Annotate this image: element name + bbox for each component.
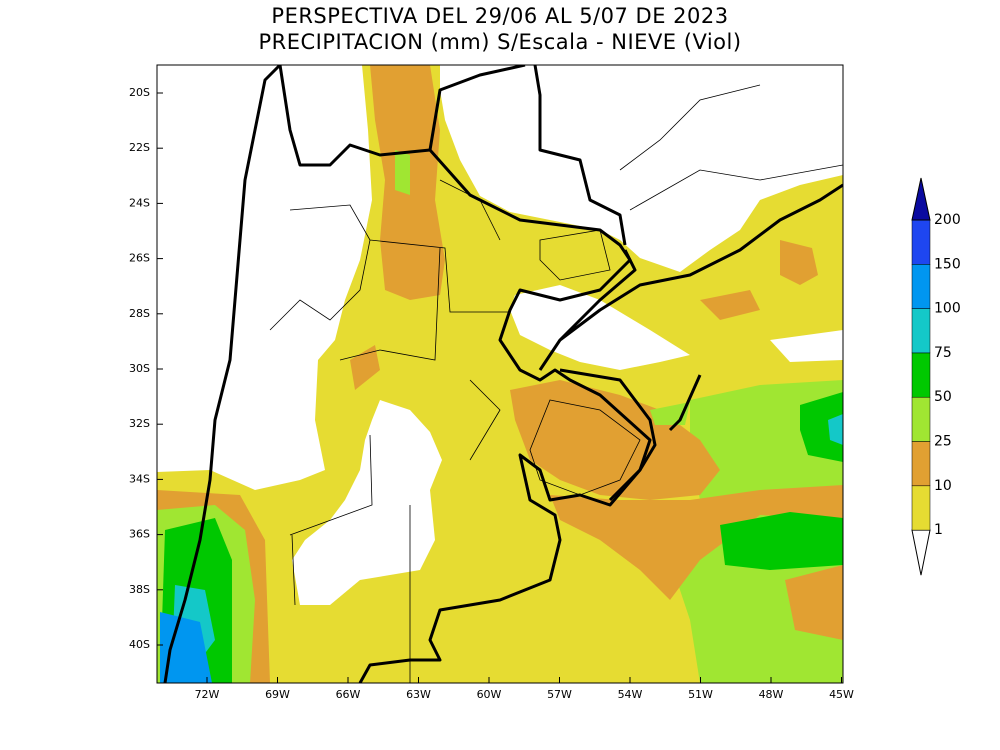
legend-high-triangle: [911, 177, 931, 221]
title-line: PERSPECTIVA DEL 29/06 AL 5/07 DE 2023: [271, 4, 728, 28]
legend-swatch: [911, 396, 931, 442]
legend-swatch: [911, 352, 931, 398]
latitude-label: 38S: [129, 583, 150, 596]
longitude-label: 51W: [688, 688, 713, 701]
legend-swatch: [911, 485, 931, 531]
latitude-label: 20S: [129, 86, 150, 99]
latitude-label: 30S: [129, 362, 150, 375]
legend-swatch: [911, 308, 931, 354]
legend-swatch: [911, 219, 931, 265]
latitude-label: 40S: [129, 638, 150, 651]
latitude-label: 34S: [129, 472, 150, 485]
longitude-label: 63W: [406, 688, 431, 701]
legend-label: 50: [934, 389, 952, 405]
legend-low-triangle: [911, 529, 931, 576]
map-frame: [156, 64, 844, 684]
longitude-label: 54W: [618, 688, 643, 701]
longitude-label: 69W: [265, 688, 290, 701]
latitude-label: 24S: [129, 196, 150, 209]
longitude-label: 72W: [195, 688, 220, 701]
title-line: PRECIPITACION (mm) S/Escala - NIEVE (Vio…: [258, 30, 741, 54]
legend-label: 75: [934, 345, 952, 361]
latitude-label: 26S: [129, 252, 150, 265]
precipitation-map: [157, 65, 843, 683]
legend-label: 200: [934, 212, 961, 228]
legend-label: 100: [934, 301, 961, 317]
longitude-label: 45W: [829, 688, 854, 701]
legend-swatch: [911, 441, 931, 487]
legend-label: 25: [934, 434, 952, 450]
latitude-label: 36S: [129, 528, 150, 541]
longitude-label: 57W: [547, 688, 572, 701]
legend-label: 1: [934, 522, 943, 538]
longitude-label: 48W: [759, 688, 784, 701]
latitude-label: 28S: [129, 307, 150, 320]
longitude-label: 60W: [477, 688, 502, 701]
legend-label: 10: [934, 478, 952, 494]
legend-swatch: [911, 264, 931, 309]
legend-label: 150: [934, 256, 961, 272]
latitude-label: 22S: [129, 141, 150, 154]
latitude-label: 32S: [129, 417, 150, 430]
longitude-label: 66W: [336, 688, 361, 701]
